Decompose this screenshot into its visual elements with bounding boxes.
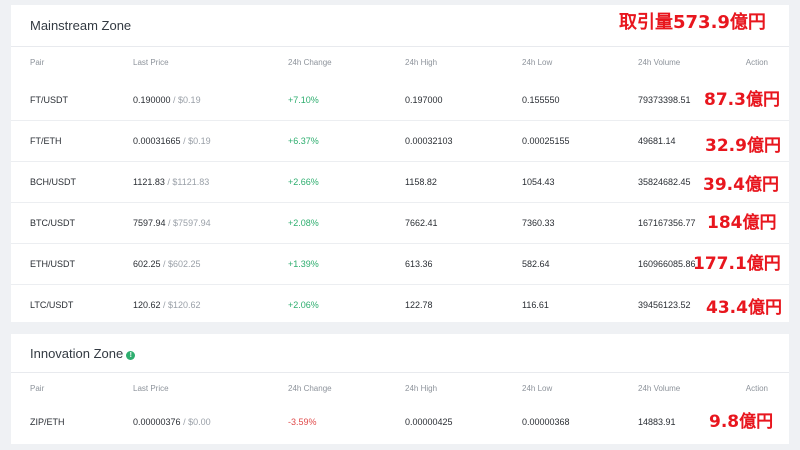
usd-price: / $0.19 — [180, 136, 211, 146]
last-price: 602.25 / $602.25 — [133, 244, 201, 284]
col-header-24h-low[interactable]: 24h Low — [522, 384, 553, 393]
volume-24h: 39456123.52 — [638, 300, 691, 310]
volume-yen-annotation: 87.3億円 — [704, 90, 780, 110]
high-24h: 0.00000425 — [405, 417, 453, 427]
innovation-table-header: Pair Last Price 24h Change 24h High 24h … — [11, 372, 789, 406]
col-header-24h-volume[interactable]: 24h Volume — [638, 58, 681, 67]
table-row[interactable]: LTC/USDT 120.62 / $120.62 +2.06% 122.78 … — [11, 285, 789, 325]
col-header-action: Action — [745, 58, 768, 67]
high-24h: 1158.82 — [405, 177, 437, 187]
low-24h: 0.155550 — [522, 95, 560, 105]
volume-yen-annotation: 184億円 — [707, 213, 777, 233]
table-row[interactable]: BTC/USDT 7597.94 / $7597.94 +2.08% 7662.… — [11, 203, 789, 244]
pair-name[interactable]: BTC/USDT — [30, 218, 75, 228]
low-24h: 582.64 — [522, 259, 550, 269]
last-price-value: 0.00000376 — [133, 417, 181, 427]
pair-name[interactable]: ETH/USDT — [30, 259, 75, 269]
col-header-last-price[interactable]: Last Price — [133, 58, 169, 67]
last-price: 0.190000 / $0.19 — [133, 80, 201, 120]
change-24h: +7.10% — [288, 95, 319, 105]
mainstream-zone-title: Mainstream Zone — [30, 18, 132, 33]
innovation-zone-title: Innovation Zone! — [30, 346, 136, 361]
volume-yen-annotation: 9.8億円 — [709, 412, 774, 432]
col-header-24h-high[interactable]: 24h High — [405, 384, 438, 393]
volume-24h: 79373398.51 — [638, 95, 691, 105]
low-24h: 7360.33 — [522, 218, 555, 228]
volume-yen-annotation: 43.4億円 — [706, 298, 782, 318]
pair-name[interactable]: LTC/USDT — [30, 300, 74, 310]
low-24h: 0.00025155 — [522, 136, 570, 146]
change-24h: -3.59% — [288, 417, 317, 427]
last-price: 7597.94 / $7597.94 — [133, 203, 211, 243]
table-row[interactable]: FT/USDT 0.190000 / $0.19 +7.10% 0.197000… — [11, 80, 789, 121]
innovation-zone-title-text: Innovation Zone — [30, 346, 124, 361]
pair-name[interactable]: ZIP/ETH — [30, 417, 65, 427]
col-header-last-price[interactable]: Last Price — [133, 384, 169, 393]
pair-name[interactable]: FT/ETH — [30, 136, 62, 146]
high-24h: 122.78 — [405, 300, 433, 310]
table-row[interactable]: ZIP/ETH 0.00000376 / $0.00 -3.59% 0.0000… — [11, 402, 789, 442]
last-price-value: 0.00031665 — [133, 136, 181, 146]
last-price-value: 602.25 — [133, 259, 161, 269]
high-24h: 0.00032103 — [405, 136, 453, 146]
mainstream-zone-header: Mainstream Zone — [11, 5, 789, 47]
usd-price: / $120.62 — [160, 300, 201, 310]
high-24h: 0.197000 — [405, 95, 443, 105]
volume-24h: 35824682.45 — [638, 177, 691, 187]
last-price: 120.62 / $120.62 — [133, 285, 201, 325]
last-price: 0.00000376 / $0.00 — [133, 402, 211, 442]
usd-price: / $0.00 — [180, 417, 211, 427]
col-header-action: Action — [745, 384, 768, 393]
innovation-zone-panel: Innovation Zone! Pair Last Price 24h Cha… — [11, 334, 789, 444]
usd-price: / $7597.94 — [165, 218, 211, 228]
volume-24h: 49681.14 — [638, 136, 676, 146]
volume-yen-annotation: 177.1億円 — [693, 254, 781, 274]
table-row[interactable]: ETH/USDT 602.25 / $602.25 +1.39% 613.36 … — [11, 244, 789, 285]
usd-price: / $1121.83 — [164, 177, 210, 187]
pair-name[interactable]: FT/USDT — [30, 95, 68, 105]
volume-24h: 14883.91 — [638, 417, 676, 427]
high-24h: 7662.41 — [405, 218, 438, 228]
last-price: 1121.83 / $1121.83 — [133, 162, 209, 202]
table-row[interactable]: FT/ETH 0.00031665 / $0.19 +6.37% 0.00032… — [11, 121, 789, 162]
low-24h: 1054.43 — [522, 177, 555, 187]
high-24h: 613.36 — [405, 259, 433, 269]
mainstream-table-header: Pair Last Price 24h Change 24h High 24h … — [11, 46, 789, 80]
col-header-24h-high[interactable]: 24h High — [405, 58, 438, 67]
last-price-value: 120.62 — [133, 300, 161, 310]
total-volume-annotation: 取引量573.9億円 — [619, 12, 766, 33]
last-price: 0.00031665 / $0.19 — [133, 121, 211, 161]
info-icon[interactable]: ! — [126, 351, 136, 360]
col-header-pair[interactable]: Pair — [30, 58, 45, 67]
change-24h: +2.66% — [288, 177, 319, 187]
col-header-24h-volume[interactable]: 24h Volume — [638, 384, 681, 393]
low-24h: 0.00000368 — [522, 417, 570, 427]
col-header-24h-change[interactable]: 24h Change — [288, 384, 332, 393]
change-24h: +6.37% — [288, 136, 319, 146]
volume-24h: 160966085.86 — [638, 259, 696, 269]
volume-yen-annotation: 32.9億円 — [705, 136, 781, 156]
last-price-value: 0.190000 — [133, 95, 171, 105]
usd-price: / $602.25 — [160, 259, 201, 269]
table-row[interactable]: BCH/USDT 1121.83 / $1121.83 +2.66% 1158.… — [11, 162, 789, 203]
last-price-value: 7597.94 — [133, 218, 166, 228]
pair-name[interactable]: BCH/USDT — [30, 177, 77, 187]
change-24h: +2.08% — [288, 218, 319, 228]
col-header-24h-low[interactable]: 24h Low — [522, 58, 553, 67]
volume-yen-annotation: 39.4億円 — [703, 175, 779, 195]
mainstream-zone-panel: Mainstream Zone 取引量573.9億円 Pair Last Pri… — [11, 5, 789, 322]
usd-price: / $0.19 — [170, 95, 201, 105]
col-header-24h-change[interactable]: 24h Change — [288, 58, 332, 67]
change-24h: +2.06% — [288, 300, 319, 310]
volume-24h: 167167356.77 — [638, 218, 696, 228]
innovation-zone-header: Innovation Zone! — [11, 334, 789, 373]
change-24h: +1.39% — [288, 259, 319, 269]
col-header-pair[interactable]: Pair — [30, 384, 45, 393]
low-24h: 116.61 — [522, 300, 549, 310]
last-price-value: 1121.83 — [133, 177, 165, 187]
